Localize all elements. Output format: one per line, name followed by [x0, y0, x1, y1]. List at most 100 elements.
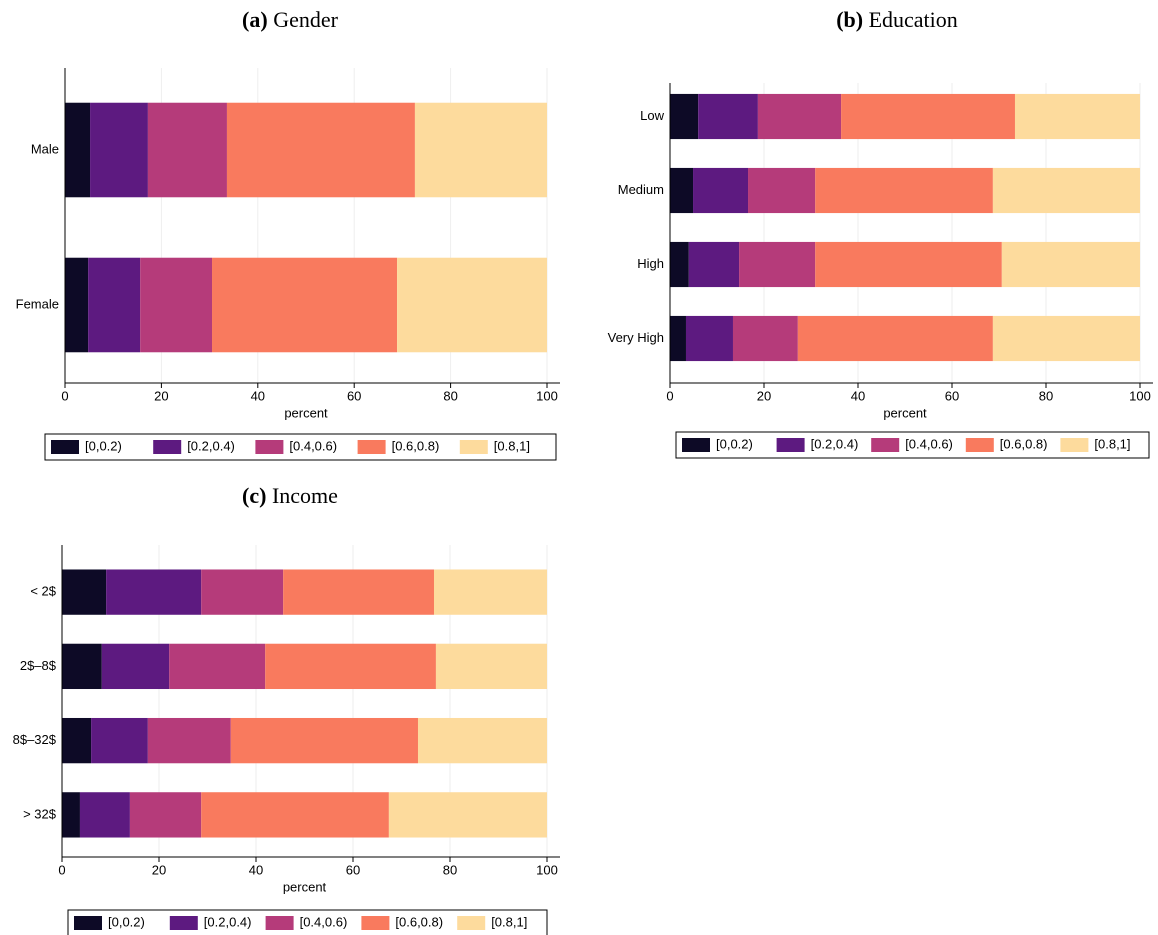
- bar-segment: [62, 569, 107, 615]
- legend-label: [0.2,0.4): [187, 438, 235, 453]
- x-tick-label: 60: [346, 862, 360, 877]
- legend-box: [67, 909, 548, 935]
- subchart: (a) Gender 0 20 40 60 80 100 percent Male Female […: [16, 7, 560, 461]
- legend-swatch: [459, 440, 488, 454]
- title-text: Income: [272, 483, 338, 508]
- legend-label: [0.2,0.4): [204, 914, 252, 929]
- subchart: (c) Income 0 20 40 60 80 100 percent < 2$ 2$–8$ 8$…: [13, 483, 560, 935]
- bar-segment: [433, 569, 547, 615]
- legend-swatch: [457, 916, 486, 930]
- bar-segment: [65, 102, 91, 198]
- bar-segment: [212, 257, 398, 353]
- y-tick-label: 8$–32$: [13, 732, 57, 747]
- y-tick-label: > 32$: [23, 806, 57, 821]
- bar-segment: [147, 717, 231, 764]
- legend-swatch: [265, 916, 294, 930]
- bar-segment: [1014, 93, 1140, 140]
- x-tick-label: 80: [1039, 388, 1053, 403]
- legend-swatch: [1060, 438, 1089, 452]
- legend-swatch: [357, 440, 386, 454]
- bar-segment: [693, 167, 749, 214]
- legend-swatch: [776, 438, 805, 452]
- bar-segment: [90, 102, 148, 198]
- bar-segment: [106, 569, 202, 615]
- bar-segment: [992, 315, 1140, 362]
- x-tick-label: 80: [443, 862, 457, 877]
- bar-segment: [230, 717, 418, 764]
- y-tick-label: < 2$: [30, 584, 56, 599]
- bar-segment: [129, 792, 202, 838]
- legend-swatch: [74, 916, 102, 930]
- bar-segment: [1001, 241, 1140, 288]
- bar-segment: [265, 643, 436, 690]
- bar-segment: [435, 643, 547, 690]
- chart-title: (c) Income: [242, 483, 338, 508]
- x-tick-label: 20: [152, 862, 166, 877]
- x-tick-label: 40: [251, 388, 265, 403]
- legend-swatch: [682, 438, 710, 452]
- x-tick-label: 0: [58, 862, 65, 877]
- x-tick-label: 100: [1129, 388, 1151, 403]
- y-tick-label: Female: [16, 296, 59, 311]
- legend-swatch: [965, 438, 994, 452]
- legend-label: [0.4,0.6): [300, 914, 348, 929]
- bar-segment: [670, 167, 694, 214]
- bar-segment: [670, 315, 686, 362]
- bar-segment: [748, 167, 816, 214]
- chart-title: (b) Education: [836, 7, 958, 32]
- bar-segment: [169, 643, 266, 690]
- x-tick-label: 100: [536, 862, 558, 877]
- legend-label: [0.4,0.6): [289, 438, 337, 453]
- legend-label: [0.4,0.6): [905, 436, 953, 451]
- bar-segment: [815, 167, 993, 214]
- legend-label: [0.2,0.4): [811, 436, 859, 451]
- x-tick-label: 60: [347, 388, 361, 403]
- bar-segment: [91, 717, 148, 764]
- legend-label: [0.6,0.8): [395, 914, 443, 929]
- x-axis-label: percent: [283, 879, 327, 894]
- panel-label: (a): [242, 7, 268, 32]
- bar-segment: [283, 569, 434, 615]
- legend-box: [675, 431, 1150, 459]
- legend-swatch: [51, 440, 79, 454]
- bar-segment: [698, 93, 758, 140]
- bar-segment: [62, 792, 80, 838]
- legend-swatch: [153, 440, 182, 454]
- bar-segment: [414, 102, 547, 198]
- x-axis-label: percent: [883, 405, 927, 420]
- legend-swatch: [169, 916, 198, 930]
- y-tick-label: Very High: [608, 330, 664, 345]
- bar-segment: [757, 93, 842, 140]
- bar-segment: [140, 257, 213, 353]
- y-tick-label: Male: [31, 141, 59, 156]
- x-tick-label: 60: [945, 388, 959, 403]
- bar-segment: [147, 102, 227, 198]
- bar-segment: [79, 792, 130, 838]
- panel-label: (b): [836, 7, 863, 32]
- bar-segment: [62, 643, 102, 690]
- y-tick-label: Medium: [618, 182, 664, 197]
- y-tick-label: High: [637, 256, 664, 271]
- x-tick-label: 40: [851, 388, 865, 403]
- legend-label: [0.6,0.8): [1000, 436, 1048, 451]
- legend-label: [0,0.2): [108, 914, 145, 929]
- bar-segment: [670, 93, 699, 140]
- bar-segment: [88, 257, 141, 353]
- bar-segment: [65, 257, 89, 353]
- legend-box: [44, 433, 557, 461]
- legend-label: [0,0.2): [85, 438, 122, 453]
- bar-segment: [670, 241, 689, 288]
- legend-label: [0.8,1]: [1094, 436, 1130, 451]
- bar-segment: [226, 102, 415, 198]
- y-tick-label: Low: [640, 108, 664, 123]
- x-tick-label: 20: [154, 388, 168, 403]
- legend-swatch: [361, 916, 390, 930]
- title-text: Education: [869, 7, 958, 32]
- x-tick-label: 100: [536, 388, 558, 403]
- x-axis-label: percent: [284, 405, 328, 420]
- bar-segment: [739, 241, 816, 288]
- bar-segment: [397, 257, 547, 353]
- legend-label: [0.8,1]: [491, 914, 527, 929]
- bar-segment: [201, 792, 389, 838]
